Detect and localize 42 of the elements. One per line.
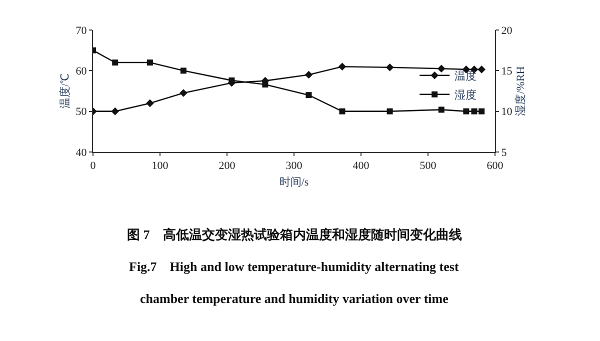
point — [112, 60, 118, 66]
x-tick-label: 100 — [152, 160, 169, 172]
point — [146, 60, 153, 66]
point — [262, 81, 268, 88]
legend-label: 湿度 — [454, 88, 477, 102]
x-tick-label: 300 — [286, 160, 303, 172]
point — [339, 108, 346, 114]
y2-tick-label: 10 — [501, 106, 513, 118]
y2-tick-label: 15 — [501, 66, 513, 78]
x-axis-title: 时间/s — [279, 175, 309, 188]
y2-tick-label: 5 — [501, 146, 508, 159]
point — [478, 108, 485, 114]
point — [180, 89, 188, 97]
point — [386, 108, 393, 114]
point — [463, 108, 470, 114]
y-tick-label: 40 — [76, 146, 88, 159]
y-axis-title: 温度/℃ — [58, 73, 72, 109]
point — [471, 108, 478, 114]
caption: Fig.7 High and low temperature-humidity alternating test — [129, 259, 460, 274]
point — [180, 68, 186, 74]
legend-label: 温度 — [454, 70, 477, 83]
y-tick-label: 70 — [76, 24, 88, 37]
point — [438, 64, 446, 73]
point — [306, 92, 312, 98]
text: chamber temperature and humidity variation over time — [140, 291, 449, 306]
x-tick-label: 200 — [218, 160, 236, 172]
point — [338, 62, 346, 70]
point — [304, 70, 313, 79]
x-tick-label: 0 — [90, 160, 96, 172]
point — [111, 107, 120, 116]
point — [386, 64, 394, 72]
x-tick-label: 600 — [486, 160, 504, 172]
x-tick-label: 500 — [420, 160, 437, 172]
y2-axis-title: 湿度/%RH — [514, 66, 527, 116]
point — [146, 99, 154, 108]
y2-tick-label: 20 — [501, 24, 513, 37]
y-tick-label: 60 — [76, 66, 88, 78]
point — [478, 66, 486, 74]
x-tick-label: 400 — [352, 160, 370, 172]
caption: 图 7 高低温交变湿热试验箱内温度和湿度随时间变化曲线 — [127, 227, 462, 242]
y-tick-label: 50 — [76, 106, 88, 118]
point — [438, 106, 444, 113]
